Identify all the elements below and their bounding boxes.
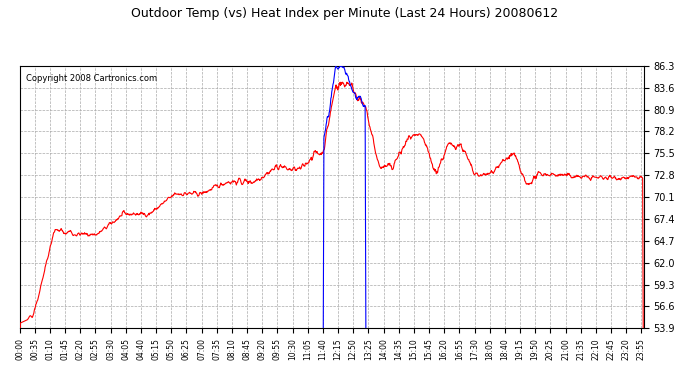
Text: Copyright 2008 Cartronics.com: Copyright 2008 Cartronics.com [26, 74, 157, 82]
Text: Outdoor Temp (vs) Heat Index per Minute (Last 24 Hours) 20080612: Outdoor Temp (vs) Heat Index per Minute … [131, 8, 559, 21]
